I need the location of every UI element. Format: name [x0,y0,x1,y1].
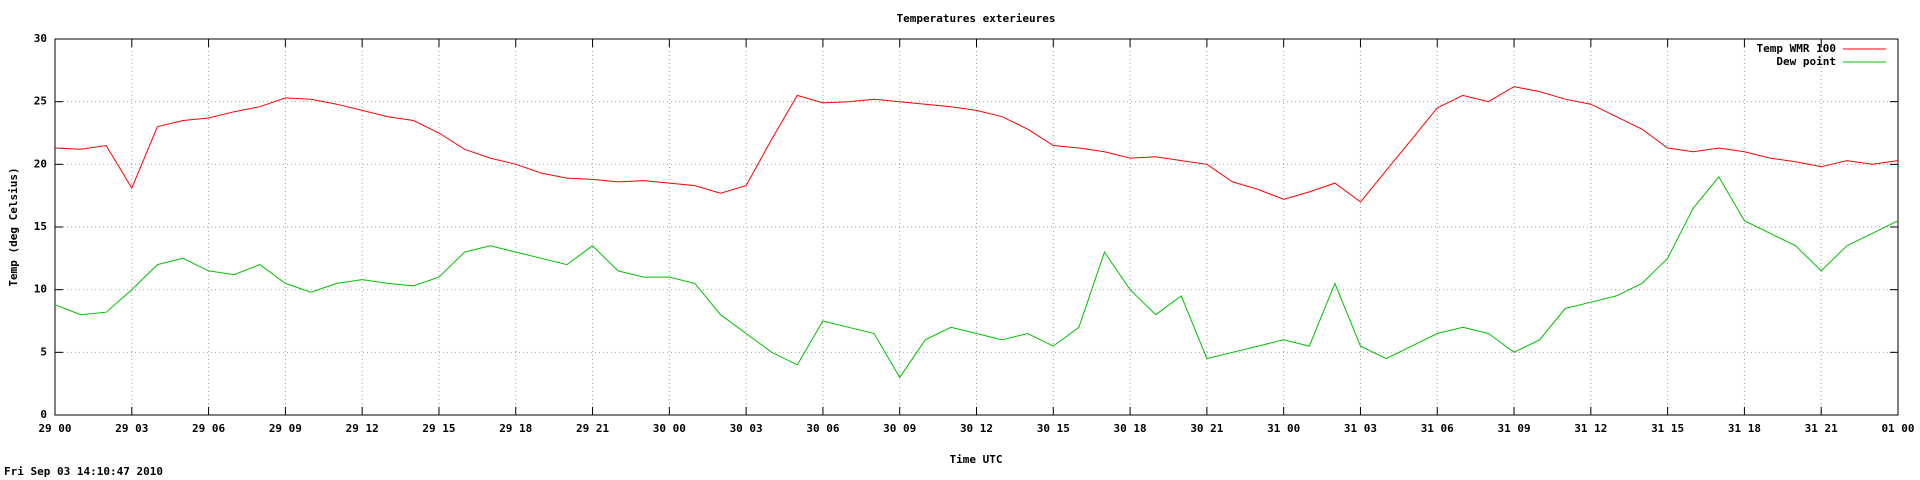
y-tick-label: 25 [34,95,47,108]
x-axis-label: Time UTC [950,453,1003,466]
legend-label: Temp WMR 100 [1757,42,1836,55]
x-tick-label: 01 00 [1881,422,1914,435]
x-tick-label: 30 09 [883,422,916,435]
x-tick-label: 30 03 [730,422,763,435]
plot-frame [54,38,1899,416]
x-tick-label: 30 00 [653,422,686,435]
x-tick-label: 31 06 [1421,422,1454,435]
y-axis-label: Temp (deg Celsius) [7,167,20,286]
x-tick-label: 31 18 [1728,422,1761,435]
y-tick-label: 30 [34,32,47,45]
x-tick-label: 31 21 [1805,422,1838,435]
x-tick-label: 29 12 [346,422,379,435]
x-tick-label: 30 15 [1037,422,1070,435]
x-tick-label: 31 03 [1344,422,1377,435]
x-tick-label: 29 21 [576,422,609,435]
x-tick-label: 31 00 [1267,422,1300,435]
x-tick-label: 29 18 [499,422,532,435]
y-tick-label: 0 [40,408,47,421]
series-line [54,86,1899,203]
y-tick-label: 10 [34,283,47,296]
y-tick-label: 5 [40,345,47,358]
series-line [54,176,1899,379]
x-tick-label: 30 21 [1190,422,1223,435]
x-tick-label: 29 06 [192,422,225,435]
x-tick-label: 29 15 [422,422,455,435]
x-tick-label: 31 15 [1651,422,1684,435]
y-tick-label: 20 [34,157,47,170]
timestamp: Fri Sep 03 14:10:47 2010 [4,465,163,478]
x-tick-label: 29 00 [38,422,71,435]
legend-label: Dew point [1776,55,1836,68]
y-tick-label: 15 [34,220,47,233]
x-tick-label: 31 09 [1497,422,1530,435]
chart-title: Temperatures exterieures [897,12,1056,25]
x-tick-label: 29 09 [269,422,302,435]
x-tick-label: 30 18 [1114,422,1147,435]
x-tick-label: 30 06 [806,422,839,435]
x-tick-label: 30 12 [960,422,993,435]
x-tick-label: 29 03 [115,422,148,435]
x-tick-label: 31 12 [1574,422,1607,435]
